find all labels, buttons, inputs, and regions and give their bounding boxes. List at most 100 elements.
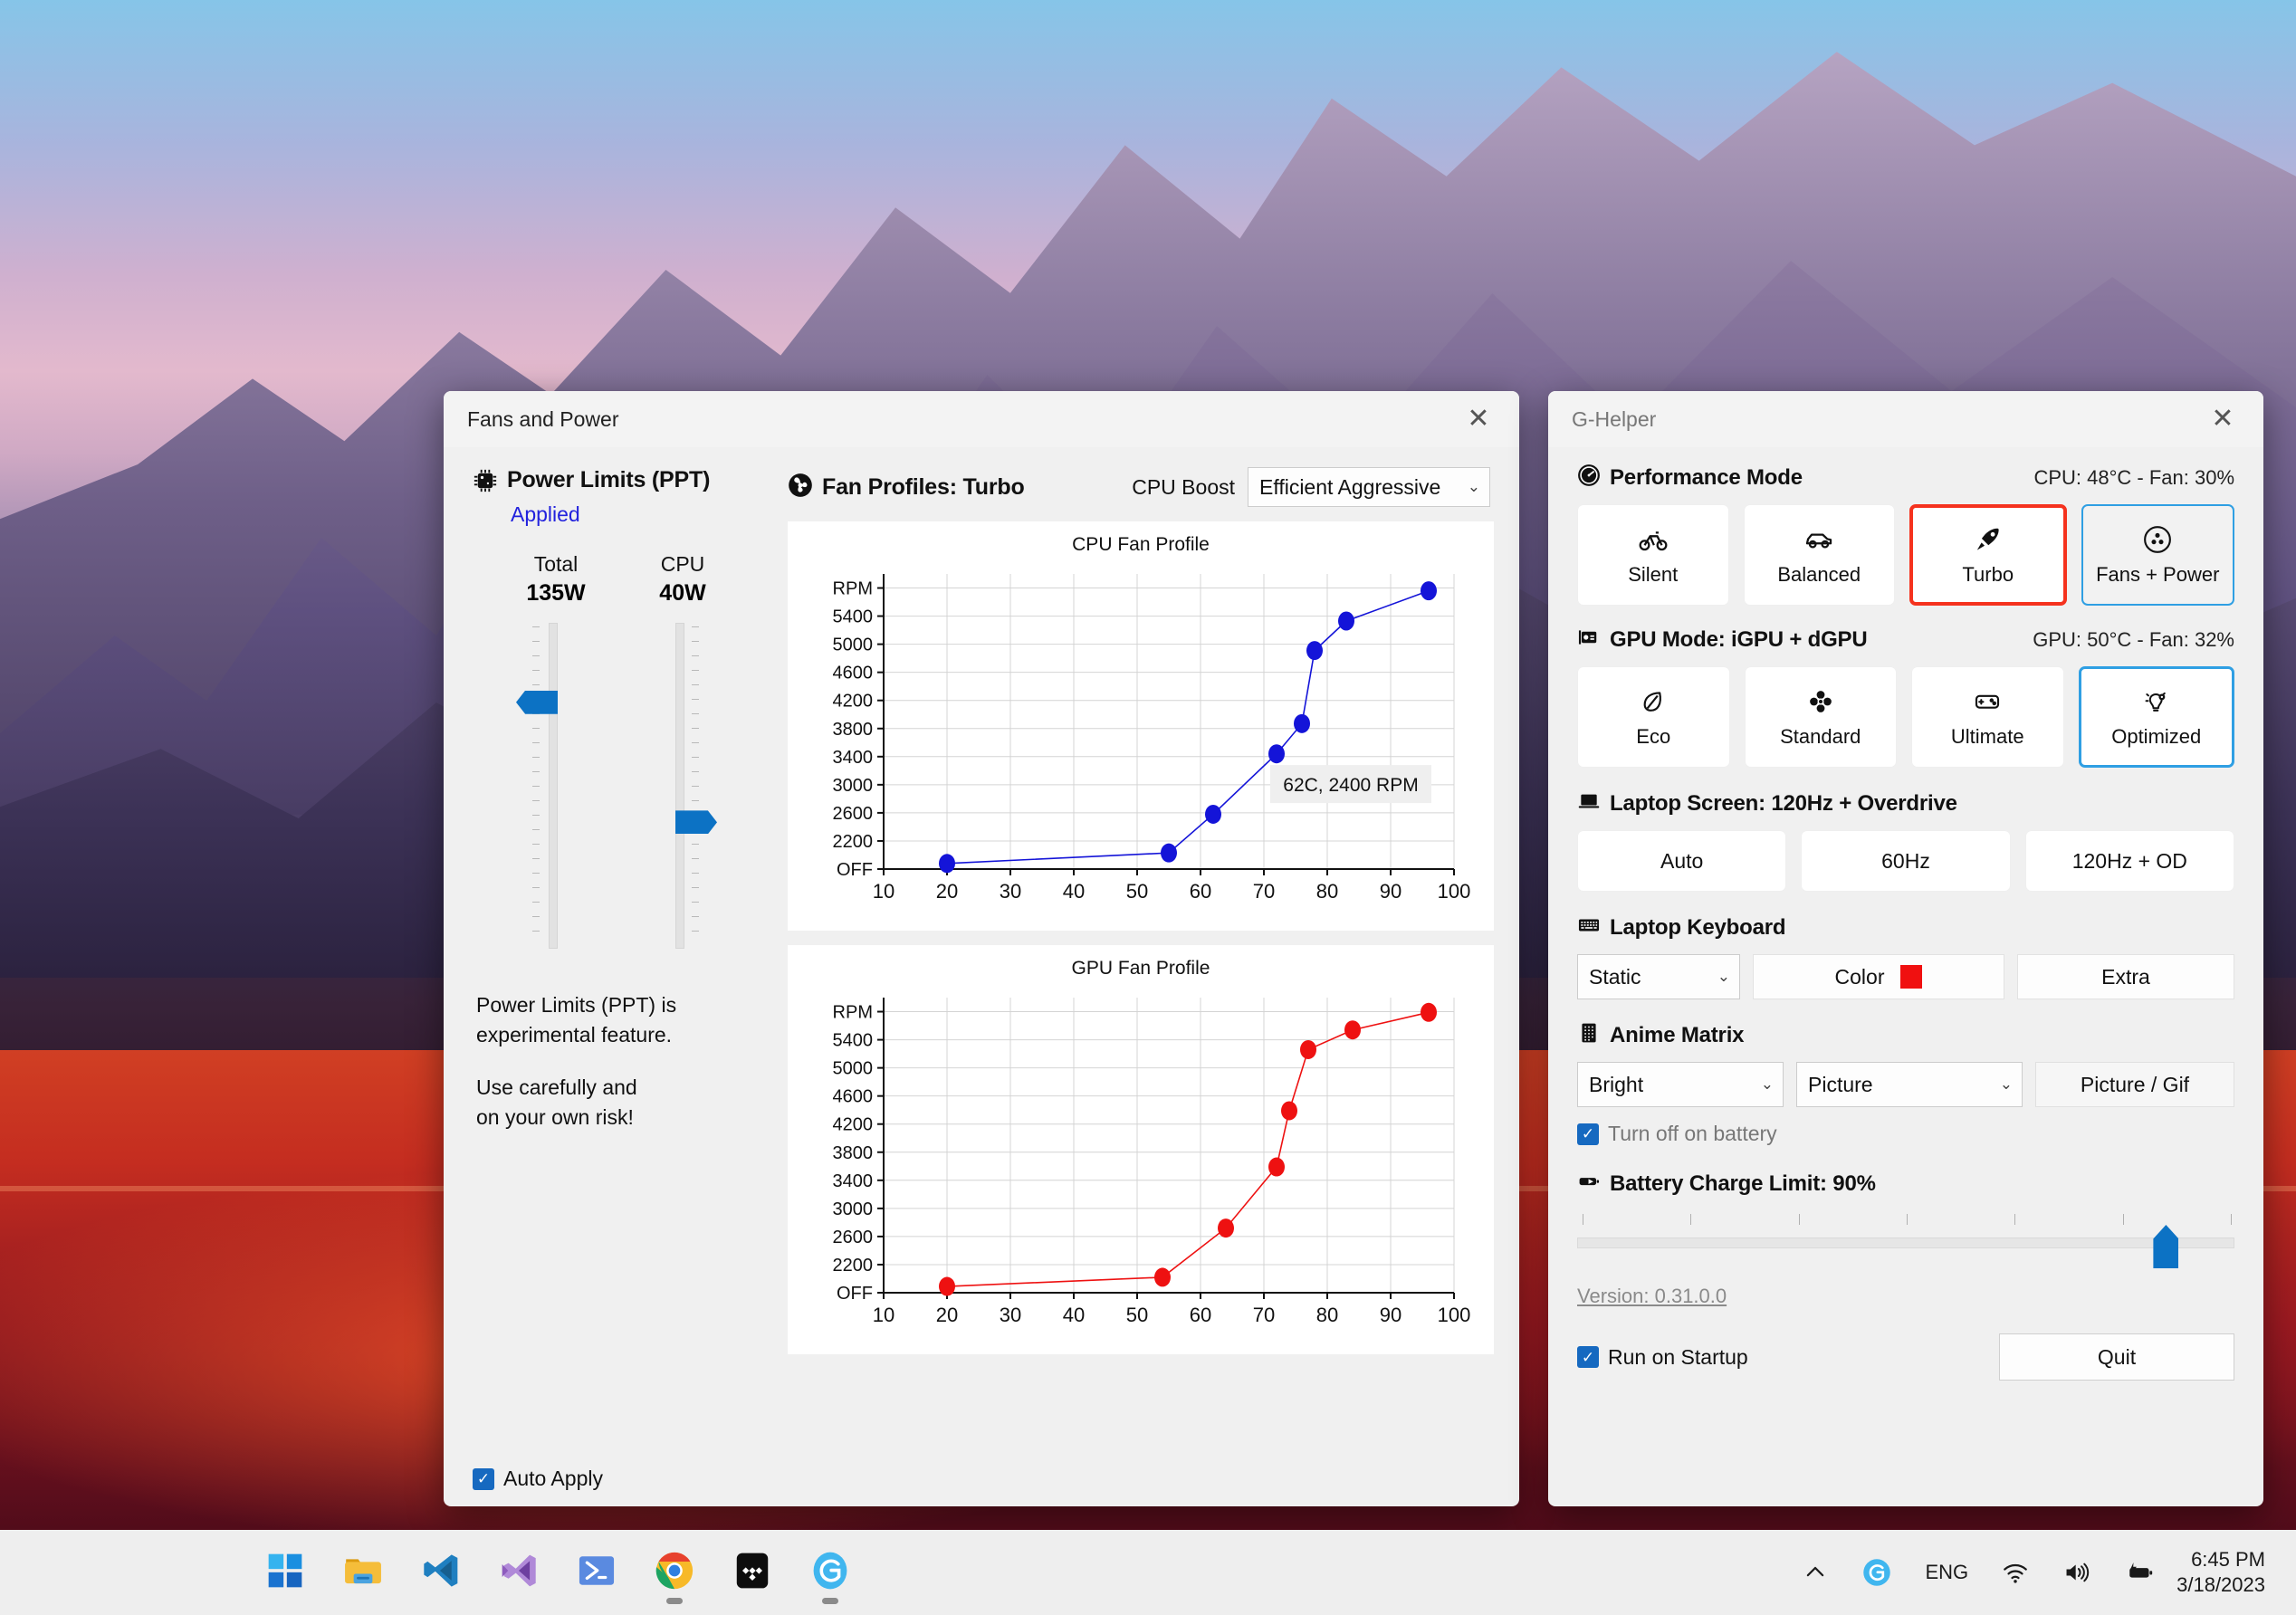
cpu-slider-thumb[interactable] [675,810,717,835]
run-on-startup-checkbox[interactable]: ✓ Run on Startup [1577,1345,1748,1370]
anime-brightness-select[interactable]: Bright ⌄ [1577,1062,1784,1107]
svg-text:20: 20 [936,880,958,903]
tray-ghelper-icon[interactable] [1845,1530,1909,1615]
svg-text:10: 10 [873,880,894,903]
tray-volume-button[interactable] [2046,1530,2108,1615]
taskbar-chrome[interactable] [636,1530,713,1615]
total-slider-thumb[interactable] [516,690,558,714]
svg-text:62C, 2400 RPM: 62C, 2400 RPM [1283,775,1418,796]
keyboard-color-button[interactable]: Color [1753,954,2004,999]
screen-button-120hz-od[interactable]: 120Hz + OD [2024,830,2234,892]
battery-slider-track[interactable] [1577,1238,2234,1248]
taskbar-active-indicator [822,1598,838,1604]
total-slider-track[interactable] [549,623,558,949]
mode-button-turbo[interactable]: Turbo [1909,504,2067,606]
total-slider-ticks [532,626,540,945]
anime-picture-gif-button[interactable]: Picture / Gif [2035,1062,2234,1107]
keyboard-extra-button[interactable]: Extra [2017,954,2234,999]
laptop-icon [1577,789,1601,817]
svg-text:40: 40 [1063,880,1085,903]
ghelper-footer: ✓ Run on Startup Quit [1577,1333,2234,1381]
fan-icon [788,473,813,502]
keyboard-color-label: Color [1834,964,1885,989]
tray-wifi-button[interactable] [1985,1530,2046,1615]
cpu-power-slider[interactable] [619,623,746,949]
gpu-button-ultimate[interactable]: Ultimate [1911,666,2064,768]
gpu-fan-chart-card: GPU Fan Profile OFF 2200 2600 3000 3400 3800 4… [788,945,1494,1354]
svg-text:70: 70 [1253,1304,1275,1326]
svg-text:60: 60 [1190,880,1211,903]
tray-language-indicator[interactable]: ENG [1909,1530,1985,1615]
gamepad-icon [1973,685,2002,718]
power-limits-labels: Total 135W CPU 40W [493,552,746,607]
note-line-4: on your own risk! [476,1104,634,1129]
anime-matrix-title: Anime Matrix [1610,1022,1745,1047]
svg-text:RPM: RPM [833,1003,873,1023]
quit-button[interactable]: Quit [1999,1333,2234,1381]
svg-text:80: 80 [1316,1304,1338,1326]
svg-text:30: 30 [1000,1304,1021,1326]
power-auto-apply-label: Auto Apply [503,1467,603,1490]
anime-matrix-icon [1577,1021,1601,1049]
svg-text:100: 100 [1438,880,1471,903]
total-power-slider[interactable] [493,623,619,949]
checkbox-check-icon: ✓ [473,1467,494,1490]
taskbar-file-explorer[interactable] [324,1530,402,1615]
mode-label-balanced: Balanced [1777,563,1861,586]
mode-button-silent[interactable]: Silent [1577,504,1729,606]
cpu-boost-select[interactable]: Efficient Aggressive ⌄ [1248,467,1490,507]
taskbar-powershell[interactable] [558,1530,636,1615]
note-line-2: experimental feature. [476,1022,673,1046]
screen-button-auto[interactable]: Auto [1577,830,1787,892]
keyboard-color-swatch[interactable] [1900,965,1923,989]
battery-slider-thumb[interactable] [2153,1225,2179,1268]
svg-text:30: 30 [1000,880,1021,903]
power-auto-apply-checkbox[interactable]: ✓ Auto Apply [473,1467,603,1491]
anime-content-select[interactable]: Picture ⌄ [1796,1062,2023,1107]
turn-off-on-battery-label: Turn off on battery [1608,1122,1777,1145]
screen-button-60hz[interactable]: 60Hz [1801,830,2011,892]
gpu-button-eco[interactable]: Eco [1577,666,1730,768]
laptop-screen-title: Laptop Screen: 120Hz + Overdrive [1610,790,1957,816]
chevron-down-icon: ⌄ [1467,478,1480,495]
gpu-button-standard[interactable]: Standard [1744,666,1897,768]
tray-battery-button[interactable] [2108,1530,2171,1615]
taskbar-ghelper[interactable] [791,1530,869,1615]
keyboard-mode-select[interactable]: Static ⌄ [1577,954,1740,999]
svg-text:3000: 3000 [833,776,874,796]
cpu-temp-status: CPU: 48°C - Fan: 30% [2033,465,2234,489]
svg-text:5400: 5400 [833,607,874,627]
performance-mode-header: Performance Mode CPU: 48°C - Fan: 30% [1577,463,2234,492]
mode-label-silent: Silent [1628,563,1679,586]
battery-limit-slider[interactable] [1577,1214,2234,1268]
turn-off-on-battery-checkbox[interactable]: ✓ Turn off on battery [1577,1122,2234,1146]
taskbar-clock[interactable]: 6:45 PM 3/18/2023 [2171,1547,2271,1598]
ghelper-titlebar: G-Helper ✕ [1548,391,2263,447]
taskbar-tidal[interactable] [713,1530,791,1615]
chrome-icon [654,1550,695,1596]
version-link[interactable]: Version: 0.31.0.0 [1577,1285,1727,1307]
cpu-slider-track[interactable] [675,623,684,949]
cpu-fan-chart[interactable]: OFF 2200 2600 3000 3400 3800 4200 4600 5000 5400 R… [797,558,1485,925]
taskbar-visual-studio[interactable] [480,1530,558,1615]
taskbar-start-button[interactable] [246,1530,324,1615]
close-icon[interactable]: ✕ [2211,403,2234,435]
mode-button-balanced[interactable]: Balanced [1743,504,1895,606]
taskbar-vscode[interactable] [402,1530,480,1615]
svg-text:2600: 2600 [833,1228,874,1247]
checkbox-check-icon: ✓ [1577,1123,1599,1145]
powershell-icon [577,1551,617,1595]
gpu-fan-chart[interactable]: OFF 2200 2600 3000 3400 3800 4200 4600 5000 5400 R… [797,981,1485,1349]
svg-text:3800: 3800 [833,1143,874,1163]
mode-button-fans-power[interactable]: Fans + Power [2081,504,2234,606]
chevron-up-icon [1807,1566,1824,1577]
tray-overflow-button[interactable] [1785,1530,1845,1615]
svg-text:50: 50 [1126,1304,1148,1326]
chevron-down-icon: ⌄ [1999,1075,2013,1093]
anime-matrix-header: Anime Matrix [1577,1021,2234,1049]
mode-label-turbo: Turbo [1962,563,2014,586]
close-icon[interactable]: ✕ [1467,403,1490,435]
ghelper-window: G-Helper ✕ Performance Mode CPU: 48°C - … [1548,391,2263,1506]
power-limits-header: Power Limits (PPT) [473,467,788,493]
gpu-button-optimized[interactable]: Optimized [2078,666,2234,768]
